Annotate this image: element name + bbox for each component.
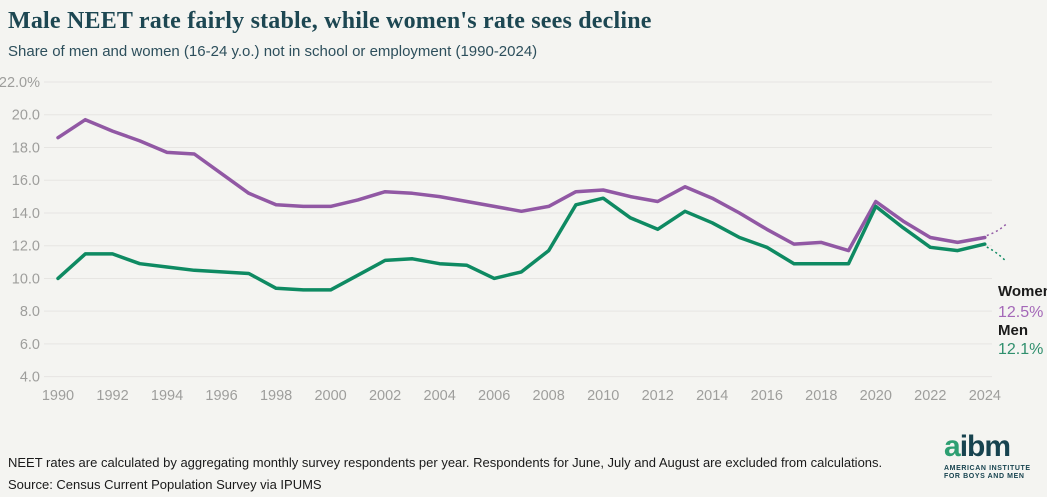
x-tick-label: 2016 [751,388,783,404]
x-tick-label: 1994 [151,388,183,404]
aibm-wordmark: aibm [944,432,1039,462]
x-tick-label: 2002 [369,388,401,404]
series-label-men: Men [998,322,1028,339]
x-tick-label: 2012 [642,388,674,404]
x-tick-label: 1998 [260,388,292,404]
aibm-wordmark-a: a [944,430,961,463]
aibm-tagline: AMERICAN INSTITUTE FOR BOYS AND MEN [944,465,1031,480]
y-tick-label: 20.0 [12,108,40,124]
chart-subtitle: Share of men and women (16-24 y.o.) not … [8,43,538,60]
source-note: Source: Census Current Population Survey… [8,477,322,492]
series-label-women: Women [998,283,1047,300]
y-tick-label: 18.0 [12,140,40,156]
y-tick-label: 14.0 [12,206,40,222]
men-line [56,196,987,292]
series-value-men: 12.1% [998,341,1044,358]
x-tick-label: 2018 [805,388,837,404]
y-tick-label: 6.0 [20,337,40,353]
x-tick-label: 2014 [696,388,728,404]
y-tick-label: 12.0 [12,239,40,255]
men-leader-line [986,246,1007,262]
x-tick-label: 1990 [42,388,74,404]
y-tick-label: 4.0 [20,370,40,386]
x-tick-label: 2010 [587,388,619,404]
x-tick-label: 1992 [96,388,128,404]
x-tick-label: 1996 [205,388,237,404]
x-tick-label: 2000 [314,388,346,404]
x-tick-label: 2006 [478,388,510,404]
page-title: Male NEET rate fairly stable, while wome… [8,8,652,34]
y-tick-label: 10.0 [12,271,40,287]
aibm-wordmark-ibm: ibm [959,430,1011,463]
x-tick-label: 2008 [533,388,565,404]
women-line [56,117,987,253]
x-tick-label: 2024 [969,388,1001,404]
line-chart: 22.0% 20.0 18.0 16.0 14.0 12.0 10.0 8.0 6.0 4.0 19… [0,70,1047,420]
aibm-logo: aibm AMERICAN INSTITUTE FOR BOYS AND MEN [944,432,1039,481]
x-tick-label: 2020 [860,388,892,404]
y-tick-label: 22.0% [0,75,40,91]
y-tick-label: 8.0 [20,304,40,320]
women-leader-line [986,221,1009,237]
footnote: NEET rates are calculated by aggregating… [8,455,883,470]
x-tick-label: 2004 [424,388,456,404]
chart-canvas: 22.0%20.018.016.014.012.010.08.06.04.019… [0,75,1009,404]
x-tick-label: 2022 [914,388,946,404]
y-tick-label: 16.0 [12,173,40,189]
series-value-women: 12.5% [998,304,1044,321]
